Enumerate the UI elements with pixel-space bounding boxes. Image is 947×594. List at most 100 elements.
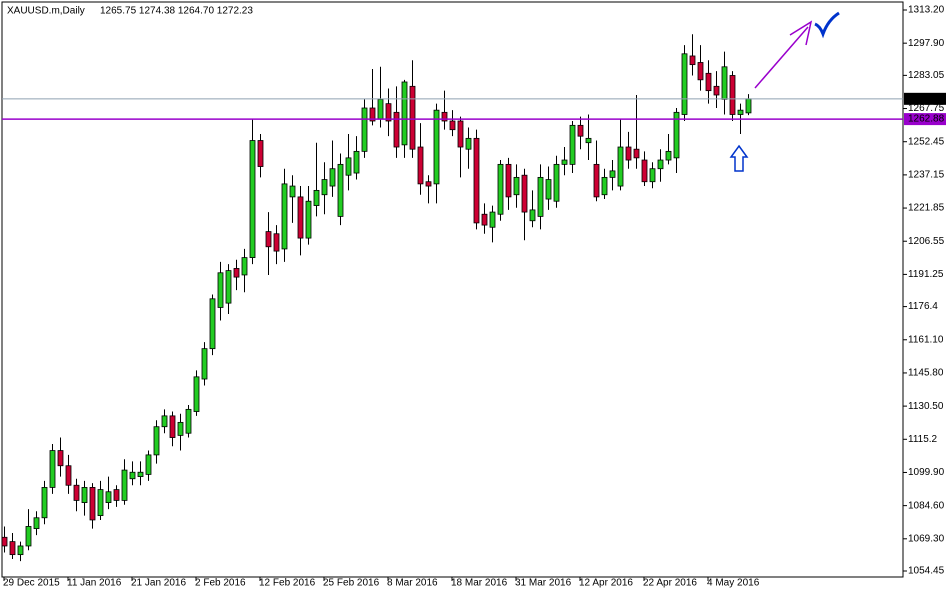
candle-body <box>641 159 648 183</box>
candle-body <box>153 426 160 456</box>
y-tick-label: 1115.2 <box>908 434 938 445</box>
y-tick-label: 1145.80 <box>908 368 944 379</box>
up-arrow <box>729 144 749 172</box>
candle-body <box>193 376 200 412</box>
y-tick-label: 1069.30 <box>908 533 945 544</box>
candle-body <box>33 517 40 530</box>
candle-body <box>369 107 376 122</box>
candle-body <box>705 72 712 92</box>
candle-body <box>593 163 600 198</box>
candle-body <box>273 233 280 252</box>
candle-body <box>217 272 224 308</box>
candle-body <box>185 408 192 434</box>
x-tick-label: 31 Mar 2016 <box>515 578 572 589</box>
y-tick-label: 1297.90 <box>908 38 945 49</box>
candle-body <box>505 163 512 198</box>
candle-body <box>409 85 416 150</box>
check-mark <box>814 11 840 39</box>
candle-body <box>89 487 96 521</box>
candle-body <box>353 150 360 174</box>
candle-body <box>425 181 432 187</box>
candle-body <box>441 111 448 122</box>
candle-body <box>633 148 640 159</box>
candle-body <box>329 168 336 187</box>
candle-body <box>225 270 232 304</box>
candle-body <box>137 471 144 477</box>
candle-body <box>737 109 744 115</box>
candle-body <box>41 487 48 519</box>
candle-body <box>81 487 88 503</box>
y-tick-label: 1237.15 <box>908 170 945 181</box>
candle-body <box>465 137 472 150</box>
price-tag <box>904 113 946 126</box>
candle-body <box>73 484 80 501</box>
candle-body <box>673 111 680 159</box>
chart-title: XAUUSD.m,Daily <box>7 6 85 17</box>
candle-body <box>417 146 424 185</box>
y-tick-label: 1130.50 <box>908 401 944 412</box>
candle-body <box>289 185 296 198</box>
candle-body <box>345 157 352 176</box>
y-tick-label: 1084.60 <box>908 500 945 511</box>
candle-body <box>337 163 344 217</box>
candle-body <box>481 213 488 226</box>
candle-body <box>657 159 664 170</box>
x-tick-label: 11 Jan 2016 <box>67 578 122 589</box>
x-tick-label: 25 Feb 2016 <box>323 578 380 589</box>
candle-body <box>361 107 368 152</box>
x-tick-label: 12 Apr 2016 <box>579 578 633 589</box>
candle-body <box>665 150 672 161</box>
candle-body <box>265 231 272 248</box>
candle-body <box>281 183 288 250</box>
candle-body <box>545 179 552 200</box>
candle-body <box>457 120 464 148</box>
candle-body <box>433 109 440 185</box>
x-tick-label: 21 Jan 2016 <box>131 578 186 589</box>
y-tick-label: 1099.90 <box>908 467 945 478</box>
price-tag <box>904 92 946 105</box>
price-tag-label: 1272.23 <box>908 93 945 104</box>
candle-body <box>681 53 688 115</box>
candle-body <box>249 140 256 258</box>
marks <box>1 34 752 562</box>
candle-body <box>625 146 632 161</box>
candle-body <box>297 196 304 239</box>
candle-body <box>1 536 8 547</box>
trend-arrow <box>754 26 809 89</box>
candle-body <box>521 174 528 213</box>
x-tick-label: 4 May 2016 <box>707 578 760 589</box>
candle-body <box>97 489 104 517</box>
candle-body <box>25 526 32 547</box>
candle-body <box>233 268 240 278</box>
candle-body <box>537 176 544 217</box>
candle-body <box>561 159 568 165</box>
candle-body <box>617 146 624 187</box>
y-tick-label: 1054.45 <box>908 566 945 577</box>
annotations <box>729 11 840 172</box>
candle-body <box>401 81 408 146</box>
candle-body <box>169 415 176 438</box>
candle-body <box>689 55 696 66</box>
x-tick-label: 29 Dec 2015 <box>3 578 60 589</box>
candle-body <box>449 120 456 131</box>
candle-body <box>585 137 592 144</box>
trend-arrow-head <box>789 20 813 46</box>
candle-body <box>497 163 504 215</box>
candle-body <box>49 450 56 488</box>
price-tag-label: 1262.88 <box>908 114 945 125</box>
candle-body <box>65 465 72 486</box>
candle-body <box>377 98 384 120</box>
y-tick-label: 1221.85 <box>908 203 945 214</box>
candle-body <box>577 124 584 137</box>
candle-body <box>201 348 208 380</box>
candle-body <box>745 98 752 114</box>
candle-body <box>313 189 320 206</box>
candle-body <box>209 298 216 350</box>
candle-body <box>553 163 560 202</box>
candle-body <box>393 111 400 148</box>
x-tick-label: 12 Feb 2016 <box>259 578 316 589</box>
candle-body <box>305 200 312 239</box>
y-tick-label: 1161.10 <box>908 334 944 345</box>
candle-body <box>257 140 264 167</box>
candle-body <box>57 450 64 467</box>
